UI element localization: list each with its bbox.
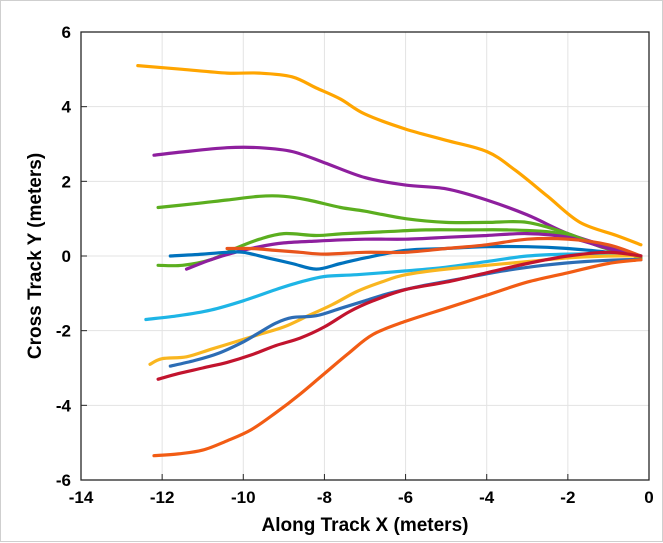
y-axis-label: Cross Track Y (meters) xyxy=(25,153,46,359)
x-tick-label: -4 xyxy=(479,488,495,507)
x-tick-label: -10 xyxy=(231,488,256,507)
x-axis-label: Along Track X (meters) xyxy=(262,515,469,536)
series-line-1 xyxy=(136,63,643,247)
series-line-3 xyxy=(156,194,643,260)
series-line-11 xyxy=(156,250,643,381)
x-tick-label: -14 xyxy=(69,488,94,507)
y-tick-label: -6 xyxy=(56,471,71,490)
y-tick-label: -4 xyxy=(56,396,72,415)
series-line-12 xyxy=(152,258,643,458)
x-tick-label: 0 xyxy=(644,488,653,507)
series-line-8 xyxy=(144,252,643,322)
series-line-6 xyxy=(168,244,643,271)
x-tick-label: -12 xyxy=(150,488,175,507)
x-tick-label: -2 xyxy=(560,488,575,507)
y-tick-label: 2 xyxy=(62,172,71,191)
y-tick-label: -2 xyxy=(56,322,71,341)
x-tick-label: -6 xyxy=(398,488,413,507)
series-lines xyxy=(136,63,643,458)
y-tick-label: 4 xyxy=(62,98,72,117)
x-tick-label: -8 xyxy=(317,488,332,507)
series-line-10 xyxy=(168,257,643,368)
series-line-7 xyxy=(225,236,643,258)
tick-labels: -14 -12 -10 -8 -6 -4 -2 0 -6 -4 -2 0 2 4 6 xyxy=(56,23,654,507)
y-tick-label: 6 xyxy=(62,23,71,42)
y-tick-label: 0 xyxy=(62,247,71,266)
